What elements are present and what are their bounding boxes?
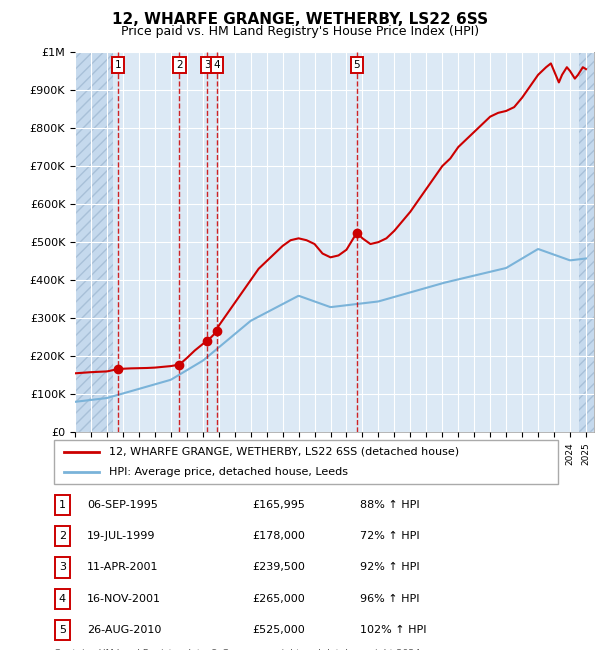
Text: £239,500: £239,500 — [252, 562, 305, 573]
Text: 3: 3 — [204, 60, 211, 70]
FancyBboxPatch shape — [55, 619, 70, 640]
FancyBboxPatch shape — [55, 495, 70, 515]
Text: 12, WHARFE GRANGE, WETHERBY, LS22 6SS: 12, WHARFE GRANGE, WETHERBY, LS22 6SS — [112, 12, 488, 27]
Text: 5: 5 — [59, 625, 66, 635]
Text: 5: 5 — [353, 60, 360, 70]
Text: 92% ↑ HPI: 92% ↑ HPI — [360, 562, 419, 573]
FancyBboxPatch shape — [54, 440, 558, 484]
Text: HPI: Average price, detached house, Leeds: HPI: Average price, detached house, Leed… — [109, 467, 349, 477]
Text: 88% ↑ HPI: 88% ↑ HPI — [360, 500, 419, 510]
Text: 1: 1 — [59, 500, 66, 510]
Text: 11-APR-2001: 11-APR-2001 — [87, 562, 158, 573]
Text: 1: 1 — [115, 60, 121, 70]
Text: 3: 3 — [59, 562, 66, 573]
Bar — [75, 52, 113, 432]
Text: 12, WHARFE GRANGE, WETHERBY, LS22 6SS (detached house): 12, WHARFE GRANGE, WETHERBY, LS22 6SS (d… — [109, 447, 460, 457]
Text: 102% ↑ HPI: 102% ↑ HPI — [360, 625, 427, 635]
Text: £265,000: £265,000 — [252, 593, 305, 604]
Bar — [579, 52, 594, 432]
Text: 06-SEP-1995: 06-SEP-1995 — [87, 500, 158, 510]
Text: 19-JUL-1999: 19-JUL-1999 — [87, 531, 155, 541]
FancyBboxPatch shape — [55, 526, 70, 547]
Text: Price paid vs. HM Land Registry's House Price Index (HPI): Price paid vs. HM Land Registry's House … — [121, 25, 479, 38]
FancyBboxPatch shape — [55, 588, 70, 609]
Text: 16-NOV-2001: 16-NOV-2001 — [87, 593, 161, 604]
Text: £525,000: £525,000 — [252, 625, 305, 635]
Text: 2: 2 — [176, 60, 183, 70]
Text: 96% ↑ HPI: 96% ↑ HPI — [360, 593, 419, 604]
Text: 2: 2 — [59, 531, 66, 541]
Text: 72% ↑ HPI: 72% ↑ HPI — [360, 531, 419, 541]
FancyBboxPatch shape — [55, 557, 70, 578]
Text: £178,000: £178,000 — [252, 531, 305, 541]
Text: Contains HM Land Registry data © Crown copyright and database right 2024.: Contains HM Land Registry data © Crown c… — [54, 649, 424, 650]
Text: £165,995: £165,995 — [252, 500, 305, 510]
Text: 4: 4 — [59, 593, 66, 604]
Text: 26-AUG-2010: 26-AUG-2010 — [87, 625, 161, 635]
Text: 4: 4 — [214, 60, 220, 70]
